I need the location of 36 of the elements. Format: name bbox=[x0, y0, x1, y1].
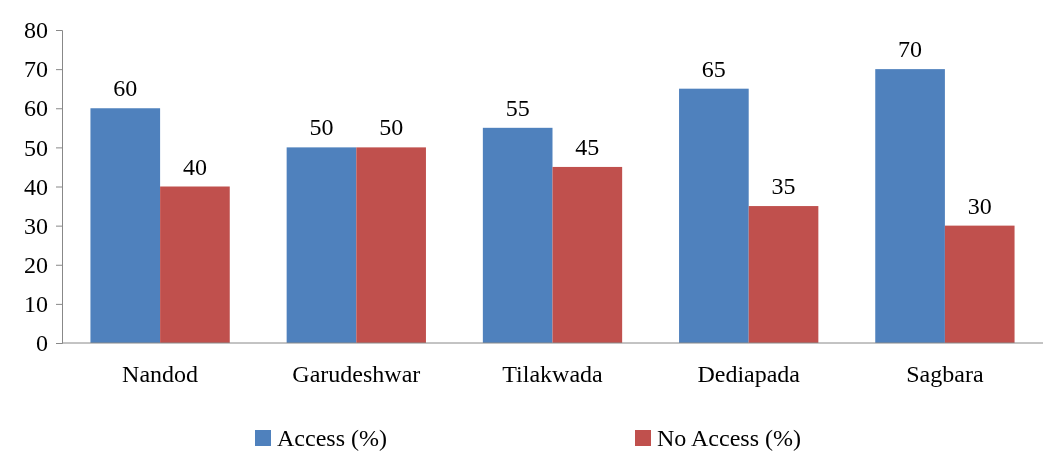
data-label: 35 bbox=[771, 173, 796, 200]
legend-label: Access (%) bbox=[277, 425, 387, 451]
bar bbox=[748, 206, 819, 343]
bar bbox=[679, 88, 749, 343]
data-label: 50 bbox=[309, 114, 334, 141]
x-tick-label: Sagbara bbox=[906, 361, 984, 388]
bar bbox=[875, 69, 945, 343]
data-label: 65 bbox=[701, 55, 726, 82]
bar bbox=[160, 186, 230, 343]
y-tick-label: 30 bbox=[24, 212, 48, 239]
x-tick-label: Garudeshwar bbox=[292, 361, 421, 388]
y-tick-label: 40 bbox=[24, 173, 48, 200]
bar bbox=[552, 166, 623, 343]
bar bbox=[482, 127, 553, 343]
data-label: 45 bbox=[575, 133, 600, 160]
data-label: 50 bbox=[379, 114, 404, 141]
legend-label: No Access (%) bbox=[657, 425, 801, 451]
bar bbox=[90, 108, 161, 343]
bar bbox=[356, 147, 426, 343]
data-label: 40 bbox=[182, 153, 207, 180]
y-tick-label: 0 bbox=[36, 330, 48, 357]
x-tick-label: Dediapada bbox=[697, 361, 801, 388]
y-tick-label: 60 bbox=[24, 95, 48, 122]
y-tick-label: 50 bbox=[24, 134, 48, 161]
bar bbox=[286, 147, 357, 343]
y-tick-label: 20 bbox=[24, 251, 48, 278]
y-tick-label: 80 bbox=[24, 17, 48, 44]
bar bbox=[944, 225, 1015, 343]
x-tick-label: Tilakwada bbox=[502, 361, 604, 388]
data-label: 55 bbox=[505, 94, 530, 121]
y-tick-label: 70 bbox=[24, 56, 48, 83]
x-tick-label: Nandod bbox=[122, 361, 199, 388]
data-label: 70 bbox=[898, 36, 923, 63]
data-label: 60 bbox=[113, 75, 138, 102]
data-label: 30 bbox=[967, 192, 992, 219]
y-tick-label: 10 bbox=[24, 291, 48, 318]
